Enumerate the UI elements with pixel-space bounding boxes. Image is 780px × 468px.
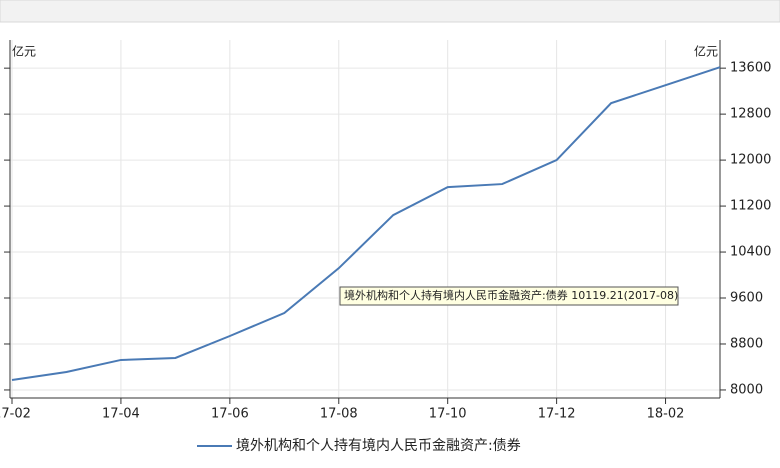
y-tick-label: 8800 xyxy=(730,336,763,351)
x-tick-label: 17-08 xyxy=(320,407,358,422)
x-tick-label: 17-04 xyxy=(102,407,140,422)
legend-label: 境外机构和个人持有境内人民币金融资产:债券 xyxy=(236,438,521,454)
x-tick-label: 17-02 xyxy=(0,407,31,422)
y-tick-label: 12000 xyxy=(730,153,771,168)
x-tick-label: 18-02 xyxy=(647,407,685,422)
y-tick-label: 13600 xyxy=(730,61,771,76)
toolbar xyxy=(0,0,780,23)
x-tick-label: 17-06 xyxy=(211,407,249,422)
y-tick-label: 8000 xyxy=(730,382,763,397)
y-tick-label: 11200 xyxy=(730,199,771,214)
tooltip-text: 境外机构和个人持有境内人民币金融资产:债券 10119.21(2017-08) xyxy=(344,288,678,302)
y-unit-left: 亿元 xyxy=(12,44,36,59)
y-tick-label: 9600 xyxy=(730,291,763,306)
y-unit-right: 亿元 xyxy=(694,44,718,59)
y-tick-label: 10400 xyxy=(730,245,771,260)
tooltip-box xyxy=(339,286,679,306)
x-tick-label: 17-10 xyxy=(429,407,467,422)
x-tick-label: 17-12 xyxy=(538,407,576,422)
y-tick-label: 12800 xyxy=(730,107,771,122)
line-series xyxy=(11,66,721,381)
